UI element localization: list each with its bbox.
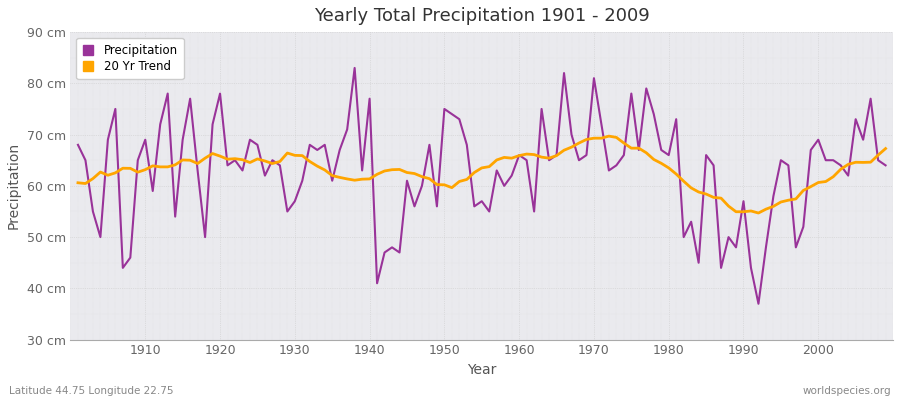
Precipitation xyxy=(342,127,353,132)
Precipitation xyxy=(132,158,143,163)
X-axis label: Year: Year xyxy=(467,363,497,377)
Title: Yearly Total Precipitation 1901 - 2009: Yearly Total Precipitation 1901 - 2009 xyxy=(314,7,650,25)
Legend: Precipitation, 20 Yr Trend: Precipitation, 20 Yr Trend xyxy=(76,38,184,79)
Line: 20 Yr Trend: 20 Yr Trend xyxy=(78,136,886,213)
20 Yr Trend xyxy=(342,176,353,181)
Precipitation xyxy=(753,301,764,306)
20 Yr Trend xyxy=(297,153,308,158)
Precipitation xyxy=(514,153,525,158)
Precipitation xyxy=(521,158,532,163)
Line: Precipitation: Precipitation xyxy=(78,68,886,304)
Text: worldspecies.org: worldspecies.org xyxy=(803,386,891,396)
Precipitation xyxy=(349,66,360,70)
20 Yr Trend xyxy=(753,211,764,216)
Precipitation xyxy=(880,163,891,168)
20 Yr Trend xyxy=(132,170,143,174)
Precipitation xyxy=(611,163,622,168)
20 Yr Trend xyxy=(880,146,891,151)
20 Yr Trend xyxy=(611,135,622,140)
20 Yr Trend xyxy=(604,134,615,138)
Precipitation xyxy=(297,178,308,183)
20 Yr Trend xyxy=(514,153,525,158)
20 Yr Trend xyxy=(507,156,517,160)
Precipitation xyxy=(73,142,84,147)
Text: Latitude 44.75 Longitude 22.75: Latitude 44.75 Longitude 22.75 xyxy=(9,386,174,396)
Y-axis label: Precipitation: Precipitation xyxy=(7,142,21,230)
20 Yr Trend xyxy=(73,180,84,185)
